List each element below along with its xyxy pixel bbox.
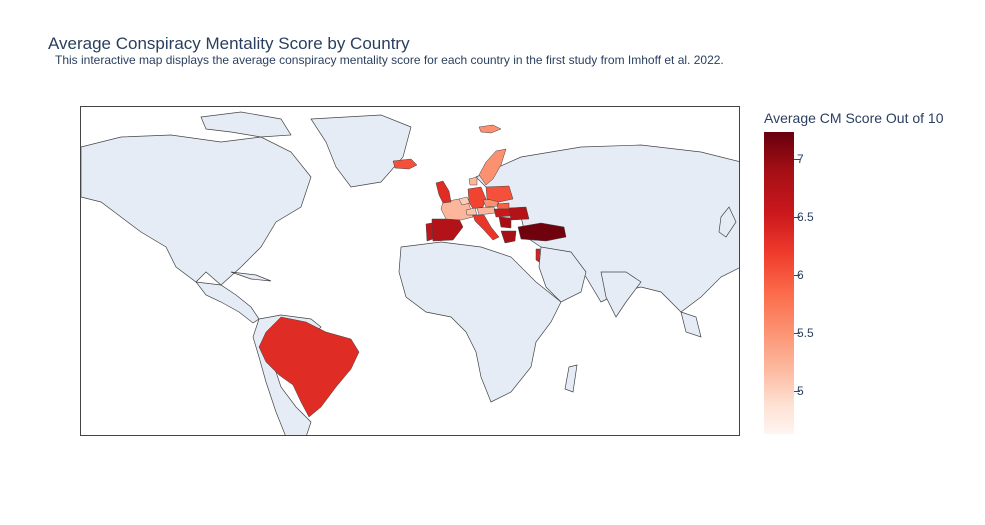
country-svalbard[interactable] bbox=[478, 124, 502, 134]
country-spain[interactable] bbox=[431, 218, 464, 242]
colorbar-tick-label: 6 bbox=[797, 268, 804, 282]
country-denmark[interactable] bbox=[468, 176, 478, 186]
land-japan bbox=[718, 206, 737, 238]
land-arctic-islands bbox=[200, 111, 292, 138]
country-italy[interactable] bbox=[472, 214, 500, 241]
map-subtitle: This interactive map displays the averag… bbox=[55, 53, 724, 67]
land-arabia bbox=[538, 246, 587, 303]
colorbar-tick bbox=[794, 333, 800, 334]
country-slovakia[interactable] bbox=[496, 202, 510, 210]
country-austria[interactable] bbox=[476, 206, 496, 216]
land-africa bbox=[398, 241, 562, 403]
data-countries bbox=[258, 124, 567, 418]
country-romania[interactable] bbox=[508, 206, 530, 221]
country-poland[interactable] bbox=[485, 185, 514, 203]
colorbar-tick bbox=[794, 159, 800, 160]
land-india bbox=[600, 271, 642, 318]
colorbar-tick bbox=[794, 391, 800, 392]
country-greece[interactable] bbox=[500, 230, 517, 244]
colorbar-tick-label: 5 bbox=[797, 384, 804, 398]
colorbar-gradient bbox=[764, 132, 794, 434]
colorbar-tick bbox=[794, 275, 800, 276]
land-greenland bbox=[310, 114, 412, 188]
colorbar-tick bbox=[794, 217, 800, 218]
country-iceland[interactable] bbox=[392, 158, 418, 170]
country-sweden[interactable] bbox=[478, 148, 507, 186]
land-madagascar bbox=[564, 364, 578, 393]
land-cuba bbox=[230, 271, 272, 282]
land-central-america bbox=[195, 281, 260, 324]
colorbar-tick-label: 7 bbox=[797, 152, 804, 166]
world-map[interactable] bbox=[80, 106, 740, 436]
land-north-america bbox=[81, 134, 312, 286]
map-title: Average Conspiracy Mentality Score by Co… bbox=[48, 34, 410, 53]
colorbar-tick-label: 6.5 bbox=[797, 210, 814, 224]
country-germany[interactable] bbox=[467, 186, 487, 210]
world-map-svg[interactable] bbox=[81, 107, 740, 436]
country-brazil[interactable] bbox=[258, 316, 360, 418]
colorbar-title: Average CM Score Out of 10 bbox=[764, 110, 944, 126]
land-se-asia bbox=[680, 311, 702, 338]
country-israel[interactable] bbox=[535, 248, 541, 263]
landmasses bbox=[81, 111, 739, 435]
country-hungary[interactable] bbox=[493, 208, 512, 218]
colorbar-tick-label: 5.5 bbox=[797, 326, 814, 340]
country-turkey[interactable] bbox=[517, 222, 567, 242]
country-uk[interactable] bbox=[435, 180, 452, 204]
country-serbia[interactable] bbox=[498, 216, 512, 229]
